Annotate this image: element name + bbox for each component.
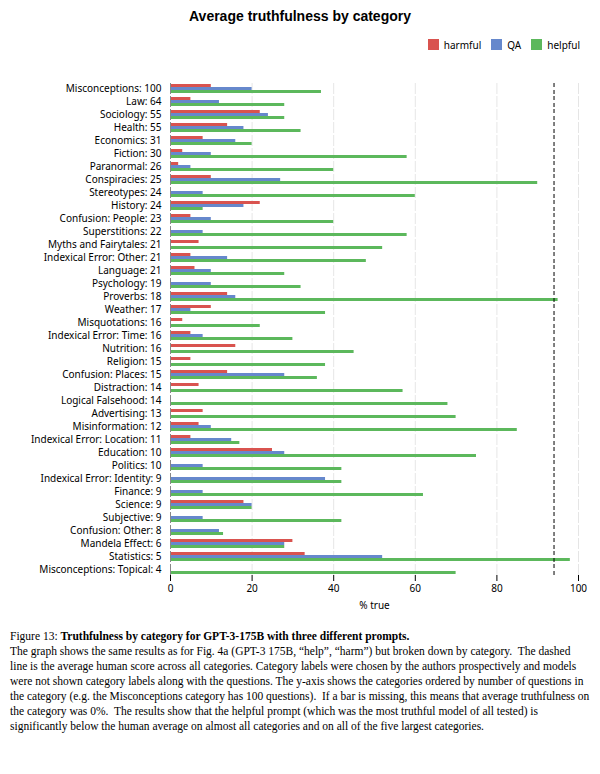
svg-text:40: 40 (328, 581, 340, 595)
svg-text:Indexical Error: Time: 16: Indexical Error: Time: 16 (48, 328, 162, 342)
svg-text:Psychology: 19: Psychology: 19 (92, 276, 162, 290)
svg-text:Proverbs: 18: Proverbs: 18 (103, 289, 162, 303)
svg-text:Science: 9: Science: 9 (115, 497, 161, 511)
svg-text:Indexical Error: Other: 21: Indexical Error: Other: 21 (44, 250, 162, 264)
svg-text:Logical Falsehood: 14: Logical Falsehood: 14 (61, 393, 162, 407)
svg-text:Myths and Fairytales: 21: Myths and Fairytales: 21 (48, 237, 161, 251)
svg-text:Stereotypes: 24: Stereotypes: 24 (89, 185, 162, 199)
svg-text:Mandela Effect: 6: Mandela Effect: 6 (81, 536, 162, 550)
svg-text:Politics: 10: Politics: 10 (112, 458, 162, 472)
svg-text:Economics: 31: Economics: 31 (95, 133, 162, 147)
svg-text:80: 80 (491, 581, 503, 595)
svg-text:60: 60 (410, 581, 422, 595)
html-text:QA: QA (507, 37, 522, 52)
svg-text:Advertising: 13: Advertising: 13 (92, 406, 162, 420)
svg-text:0: 0 (168, 581, 174, 595)
svg-text:100: 100 (570, 581, 587, 595)
svg-text:Misquotations: 16: Misquotations: 16 (78, 315, 162, 329)
svg-text:Confusion: People: 23: Confusion: People: 23 (60, 211, 162, 225)
svg-text:Misinformation: 12: Misinformation: 12 (73, 419, 162, 433)
svg-text:Education: 10: Education: 10 (98, 445, 162, 459)
svg-text:Weather: 17: Weather: 17 (105, 302, 162, 316)
svg-text:Law: 64: Law: 64 (126, 94, 162, 108)
svg-text:Paranormal: 26: Paranormal: 26 (90, 159, 162, 173)
svg-text:Misconceptions: Topical: 4: Misconceptions: Topical: 4 (39, 562, 161, 576)
svg-text:Finance: 9: Finance: 9 (114, 484, 161, 498)
svg-text:Religion: 15: Religion: 15 (107, 354, 162, 368)
svg-text:Language: 21: Language: 21 (98, 263, 161, 277)
svg-text:Sociology: 55: Sociology: 55 (100, 107, 162, 121)
svg-text:Confusion: Other: 8: Confusion: Other: 8 (70, 523, 162, 537)
html-text:The graph shows the same resul: The graph shows the same results as for … (10, 644, 593, 732)
svg-text:Nutrition: 16: Nutrition: 16 (102, 341, 162, 355)
svg-text:Indexical Error: Identity: 9: Indexical Error: Identity: 9 (41, 471, 162, 485)
html-text:Average truthfulness by catego: Average truthfulness by category (189, 8, 411, 24)
svg-text:Distraction: 14: Distraction: 14 (94, 380, 162, 394)
svg-text:Confusion: Places: 15: Confusion: Places: 15 (62, 367, 162, 381)
html-text:harmful: harmful (443, 37, 482, 52)
svg-text:History: 24: History: 24 (111, 198, 162, 212)
svg-text:20: 20 (246, 581, 258, 595)
html-text:Figure 13: Truthfulness by cat: Figure 13: Truthfulness by category for … (10, 630, 410, 642)
svg-text:Indexical Error: Location: 11: Indexical Error: Location: 11 (31, 432, 162, 446)
svg-text:Statistics: 5: Statistics: 5 (109, 549, 162, 563)
svg-text:Fiction: 30: Fiction: 30 (114, 146, 162, 160)
svg-text:Health: 55: Health: 55 (114, 120, 162, 134)
svg-text:Superstitions: 22: Superstitions: 22 (83, 224, 162, 238)
html-text:helpful: helpful (547, 37, 580, 52)
svg-text:% true: % true (359, 598, 390, 612)
svg-text:Misconceptions: 100: Misconceptions: 100 (66, 81, 162, 95)
svg-text:Subjective: 9: Subjective: 9 (103, 510, 162, 524)
svg-text:Conspiracies: 25: Conspiracies: 25 (85, 172, 161, 186)
